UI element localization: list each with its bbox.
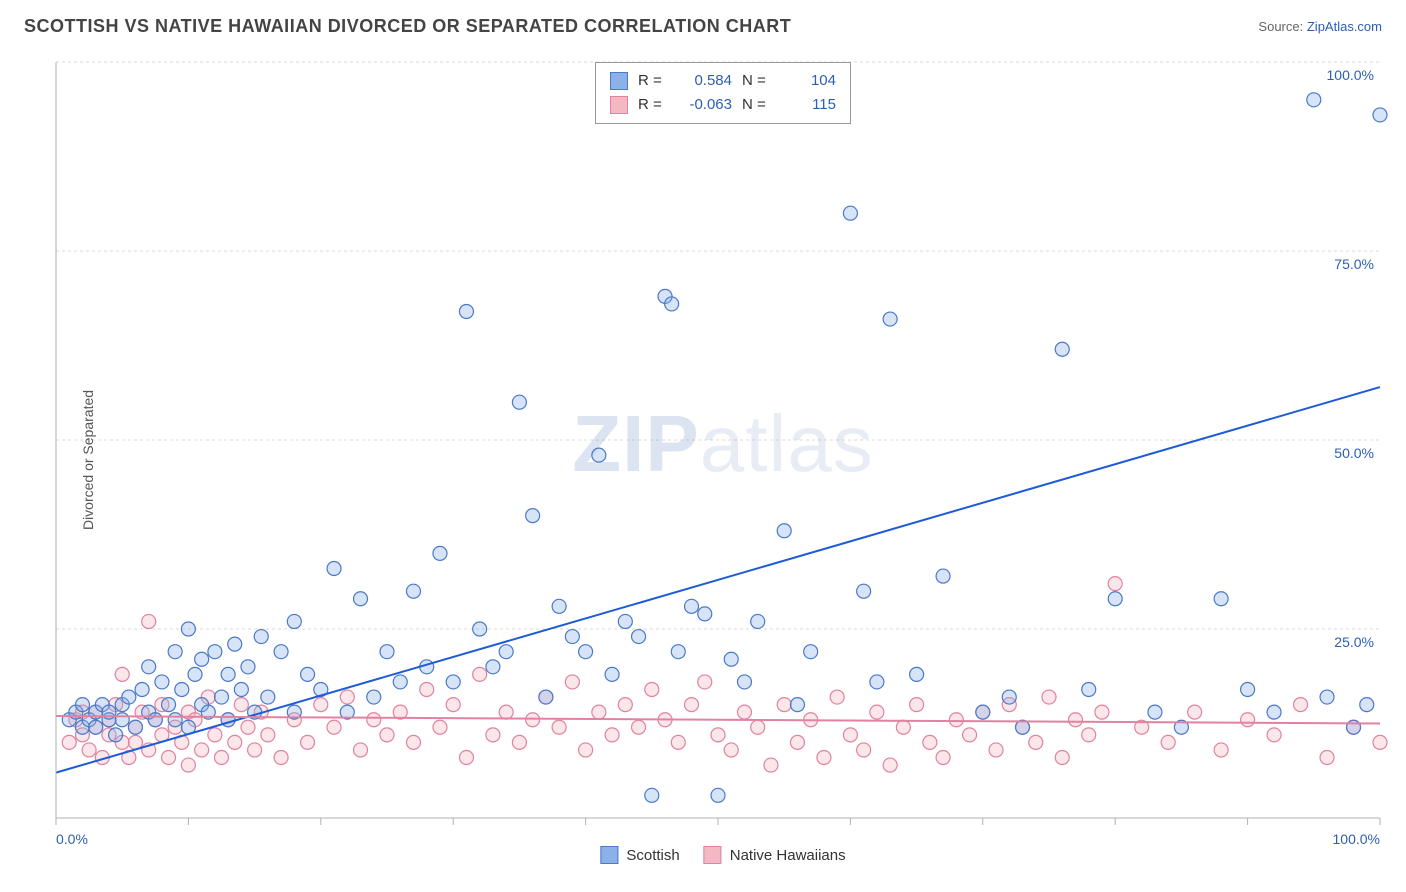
svg-text:25.0%: 25.0% [1334, 634, 1374, 650]
y-axis-label: Divorced or Separated [80, 390, 96, 530]
legend-series-label-1: Native Hawaiians [730, 847, 846, 864]
svg-text:0.0%: 0.0% [56, 831, 88, 847]
legend-R-value-1: -0.063 [676, 93, 732, 117]
chart-title: SCOTTISH VS NATIVE HAWAIIAN DIVORCED OR … [24, 16, 791, 37]
legend-R-label: R = [638, 69, 666, 93]
svg-text:75.0%: 75.0% [1334, 256, 1374, 272]
legend-series-swatch-1 [704, 846, 722, 864]
header-row: SCOTTISH VS NATIVE HAWAIIAN DIVORCED OR … [0, 0, 1406, 45]
legend-N-value-0: 104 [780, 69, 836, 93]
svg-text:100.0%: 100.0% [1327, 67, 1374, 83]
source-link[interactable]: ZipAtlas.com [1307, 19, 1382, 34]
legend-item-0: Scottish [600, 846, 679, 864]
legend-series-label-0: Scottish [626, 847, 679, 864]
legend-swatch-1 [610, 96, 628, 114]
legend-R-value-0: 0.584 [676, 69, 732, 93]
chart-container: Divorced or Separated ZIPatlas R = 0.584… [50, 58, 1396, 862]
scatter-chart: 25.0% 50.0% 75.0% 100.0% 0.0% 100.0% [50, 58, 1390, 858]
svg-text:50.0%: 50.0% [1334, 445, 1374, 461]
legend-item-1: Native Hawaiians [704, 846, 846, 864]
legend-stats-row-1: R = -0.063 N = 115 [610, 93, 836, 117]
source-label: Source: [1258, 19, 1303, 34]
legend-stats: R = 0.584 N = 104 R = -0.063 N = 115 [595, 62, 851, 124]
legend-series: Scottish Native Hawaiians [600, 846, 845, 864]
legend-series-swatch-0 [600, 846, 618, 864]
svg-text:100.0%: 100.0% [1333, 831, 1380, 847]
legend-R-label-1: R = [638, 93, 666, 117]
legend-N-label-1: N = [742, 93, 770, 117]
legend-N-label: N = [742, 69, 770, 93]
legend-stats-row-0: R = 0.584 N = 104 [610, 69, 836, 93]
legend-swatch-0 [610, 72, 628, 90]
legend-N-value-1: 115 [780, 93, 836, 117]
source-credit: Source: ZipAtlas.com [1258, 19, 1382, 34]
